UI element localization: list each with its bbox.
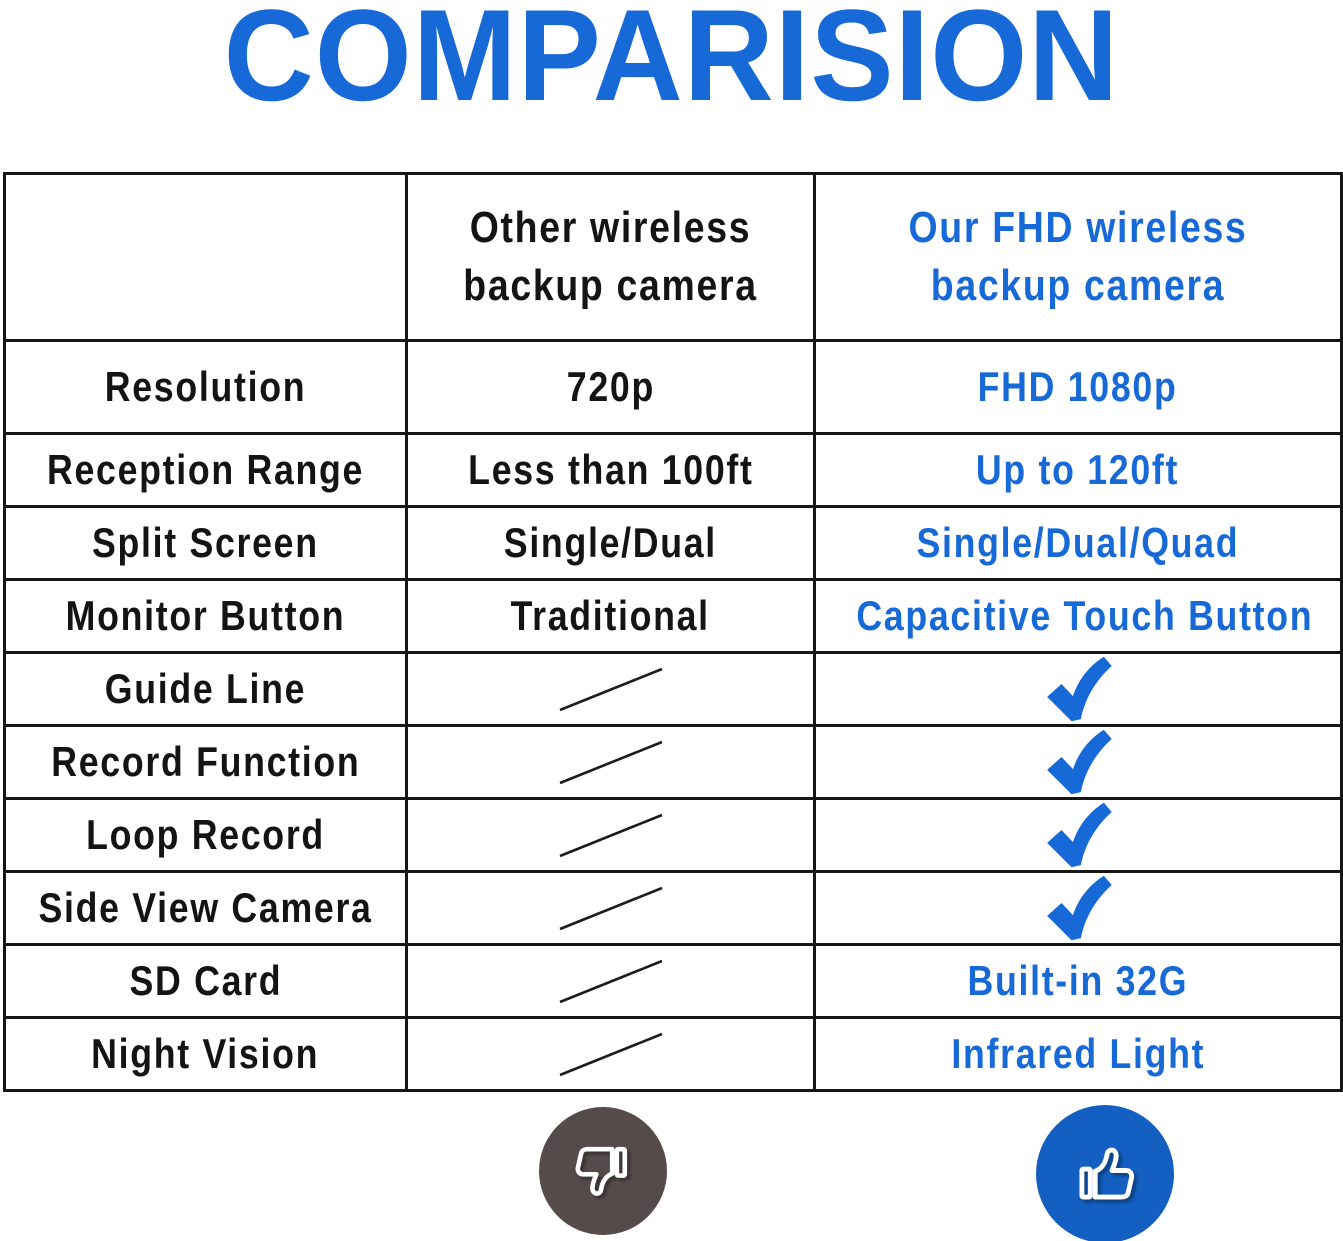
table-row: Resolution 720p FHD 1080p (3, 339, 1343, 435)
table-row: Loop Record (3, 797, 1343, 873)
our-product-text-cell: Up to 120ft (813, 432, 1343, 508)
not-available-slash-icon (559, 740, 662, 785)
table-row: SD Card Built-in 32G (3, 943, 1343, 1019)
other-product-slash-cell (405, 651, 816, 727)
our-product-text-cell: Built-in 32G (813, 943, 1343, 1019)
other-product-slash-cell (405, 1016, 816, 1092)
other-product-text-cell: Less than 100ft (405, 432, 816, 508)
header-our-product-label: Our FHD wireless backup camera (908, 202, 1248, 310)
our-product-text-cell: FHD 1080p (813, 339, 1343, 435)
feature-label: Split Screen (92, 519, 319, 566)
not-available-slash-icon (559, 886, 662, 931)
page-title: COMPARISION (223, 0, 1120, 128)
thumbs-down-glyph (575, 1146, 628, 1196)
our-product-text-cell: Infrared Light (813, 1016, 1343, 1092)
our-product-check-cell (813, 724, 1343, 800)
comparison-table-body: Resolution 720p FHD 1080p Reception Range Le… (3, 339, 1343, 1092)
feature-label: Guide Line (104, 665, 307, 712)
our-product-value: Infrared Light (951, 1030, 1205, 1077)
other-product-value: 720p (566, 363, 655, 410)
feature-label: SD Card (129, 957, 282, 1004)
table-row: Reception Range Less than 100ft Up to 120f… (3, 432, 1343, 508)
checkmark-icon (1047, 875, 1112, 941)
feature-cell: SD Card (3, 943, 408, 1019)
our-product-value: Capacitive Touch Button (856, 592, 1314, 639)
other-product-value: Traditional (510, 592, 711, 639)
feature-label: Reception Range (46, 446, 365, 493)
our-product-value: Up to 120ft (976, 446, 1180, 493)
not-available-slash-icon (559, 1032, 662, 1077)
feature-cell: Reception Range (3, 432, 408, 508)
checkmark-icon (1047, 802, 1112, 868)
thumbs-up-icon (1036, 1105, 1174, 1241)
table-header-row: Other wireless backup camera Our FHD wir… (3, 172, 1343, 342)
not-available-slash-icon (559, 813, 662, 858)
other-product-text-cell: Single/Dual (405, 505, 816, 581)
header-other-product-label: Other wireless backup camera (463, 202, 758, 310)
not-available-slash-icon (559, 667, 662, 712)
feature-cell: Guide Line (3, 651, 408, 727)
our-product-value: Built-in 32G (967, 957, 1189, 1004)
other-product-slash-cell (405, 943, 816, 1019)
feature-cell: Loop Record (3, 797, 408, 873)
other-product-slash-cell (405, 870, 816, 946)
table-row: Record Function (3, 724, 1343, 800)
feature-label: Night Vision (91, 1030, 320, 1077)
table-row: Side View Camera (3, 870, 1343, 946)
feature-cell: Night Vision (3, 1016, 408, 1092)
table-row: Split Screen Single/Dual Single/Dual/Quad (3, 505, 1343, 581)
our-product-value: FHD 1080p (978, 363, 1178, 410)
other-product-text-cell: 720p (405, 339, 816, 435)
checkmark-icon (1047, 729, 1112, 795)
feature-label: Record Function (50, 738, 361, 785)
header-empty-cell (3, 172, 408, 342)
thumbs-up-glyph (1079, 1147, 1135, 1200)
other-product-value: Less than 100ft (467, 446, 754, 493)
feature-cell: Record Function (3, 724, 408, 800)
feature-label: Resolution (104, 363, 307, 410)
feature-cell: Side View Camera (3, 870, 408, 946)
feature-label: Monitor Button (65, 592, 346, 639)
feature-label: Side View Camera (38, 884, 373, 931)
our-product-check-cell (813, 797, 1343, 873)
other-product-value: Single/Dual (503, 519, 718, 566)
header-our-product: Our FHD wireless backup camera (813, 172, 1343, 342)
table-row: Night Vision Infrared Light (3, 1016, 1343, 1092)
other-product-slash-cell (405, 797, 816, 873)
thumbs-down-icon (539, 1107, 667, 1235)
our-product-check-cell (813, 870, 1343, 946)
our-product-check-cell (813, 651, 1343, 727)
feature-cell: Resolution (3, 339, 408, 435)
comparison-table: Other wireless backup camera Our FHD wir… (3, 172, 1343, 1092)
our-product-text-cell: Single/Dual/Quad (813, 505, 1343, 581)
feature-cell: Split Screen (3, 505, 408, 581)
our-product-text-cell: Capacitive Touch Button (813, 578, 1343, 654)
our-product-value: Single/Dual/Quad (916, 519, 1240, 566)
feature-label: Loop Record (86, 811, 325, 858)
other-product-slash-cell (405, 724, 816, 800)
header-other-product: Other wireless backup camera (405, 172, 816, 342)
table-row: Monitor Button Traditional Capacitive Touc… (3, 578, 1343, 654)
feature-cell: Monitor Button (3, 578, 408, 654)
other-product-text-cell: Traditional (405, 578, 816, 654)
not-available-slash-icon (559, 959, 662, 1004)
table-row: Guide Line (3, 651, 1343, 727)
checkmark-icon (1047, 656, 1112, 722)
